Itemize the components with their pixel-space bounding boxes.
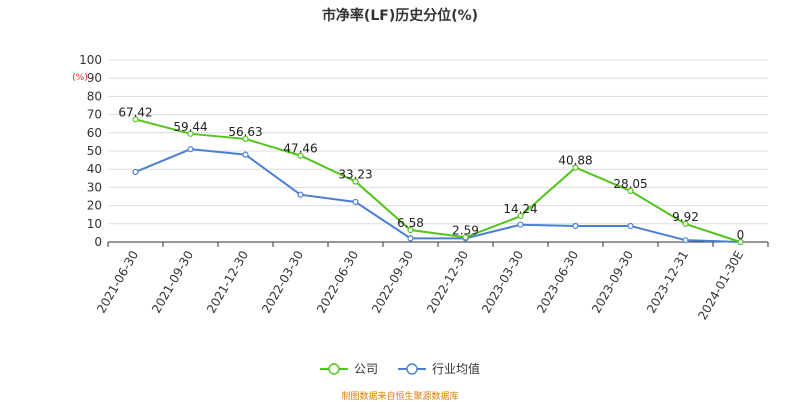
x-tick-label: 2022-03-30	[259, 248, 306, 315]
data-point	[187, 146, 194, 153]
x-tick-label: 2023-03-30	[479, 248, 526, 315]
data-label: 59.44	[173, 120, 207, 134]
data-point	[682, 220, 689, 228]
legend-label: 公司	[353, 362, 378, 376]
data-label: 2.59	[452, 223, 479, 237]
data-point	[517, 212, 524, 220]
data-label: 47.46	[283, 142, 317, 156]
data-point	[572, 222, 579, 230]
data-label: 9.92	[672, 210, 699, 224]
data-point	[297, 191, 304, 198]
data-label: 28.05	[613, 177, 647, 191]
legend-swatch	[398, 362, 426, 375]
y-tick-label: 0	[94, 235, 102, 249]
data-label: 56.63	[228, 125, 262, 139]
y-tick-label: 20	[87, 199, 102, 213]
x-tick-label: 2022-09-30	[369, 248, 416, 315]
data-point	[407, 235, 414, 242]
x-tick-label: 2024-01-30E	[695, 248, 746, 322]
data-label: 14.24	[503, 202, 537, 216]
x-tick-label: 2023-09-30	[589, 248, 636, 315]
data-point	[297, 152, 304, 159]
x-tick-label: 2021-09-30	[149, 248, 196, 315]
source-note: 制图数据来自恒生聚源数据库	[341, 392, 459, 402]
data-point	[737, 238, 744, 246]
y-tick-label: 100	[79, 53, 102, 67]
data-point	[242, 135, 249, 143]
series-lines	[135, 118, 741, 243]
legend-item[interactable]: 公司	[319, 360, 378, 377]
y-tick-label: 60	[87, 126, 102, 140]
data-point	[462, 234, 469, 241]
x-tick-label: 2021-12-30	[204, 248, 251, 315]
legend-swatch	[319, 362, 348, 375]
chart-title: 市净率(LF)历史分位(%)	[321, 8, 479, 24]
x-tick-label: 2023-06-30	[534, 248, 581, 315]
y-tick-label: 90	[87, 71, 102, 85]
data-label: 0	[737, 228, 745, 242]
x-tick-labels: 2021-06-30 2021-09-30 2021-12-30 2022-03-30…	[94, 248, 746, 322]
data-point	[627, 187, 634, 195]
data-point	[407, 226, 414, 234]
y-tick-label: 80	[87, 89, 102, 103]
y-tick-label: 50	[87, 144, 102, 158]
y-tick-labels: 0 10 20 30 40 50 60 70 80 90 100	[79, 53, 102, 249]
y-unit-label: (%)	[72, 73, 88, 83]
y-tick-label: 10	[87, 217, 102, 231]
y-tick-label: 70	[87, 108, 102, 122]
x-tick-label: 2021-06-30	[94, 248, 141, 315]
y-tick-label: 30	[87, 180, 102, 194]
series-line	[135, 118, 741, 243]
series-line	[135, 148, 741, 243]
data-point	[572, 164, 579, 171]
x-tick-label: 2022-06-30	[314, 248, 361, 315]
data-point	[242, 151, 249, 158]
data-point	[352, 198, 359, 206]
data-label: 33.23	[338, 168, 372, 182]
data-point	[682, 237, 689, 244]
data-point	[352, 178, 359, 185]
data-label: 6.58	[397, 216, 424, 230]
data-label: 67.42	[118, 105, 152, 119]
x-tick-label: 2023-12-31	[644, 248, 691, 315]
series-points	[132, 116, 744, 246]
legend: 公司 行业均值	[0, 360, 800, 378]
legend-label: 行业均值	[432, 362, 481, 376]
data-label: 40.88	[558, 154, 592, 168]
y-tick-label: 40	[87, 162, 102, 176]
data-point	[187, 130, 194, 137]
data-labels: 67.42 59.44 56.63 47.46 33.23 6.58 2.59 14.24 40…	[118, 105, 744, 242]
axes	[107, 241, 769, 247]
legend-item[interactable]: 行业均值	[398, 360, 480, 377]
data-point	[132, 168, 139, 176]
data-point	[627, 222, 634, 230]
x-tick-label: 2022-12-30	[424, 248, 471, 315]
data-point	[517, 221, 524, 228]
data-point	[132, 116, 139, 123]
